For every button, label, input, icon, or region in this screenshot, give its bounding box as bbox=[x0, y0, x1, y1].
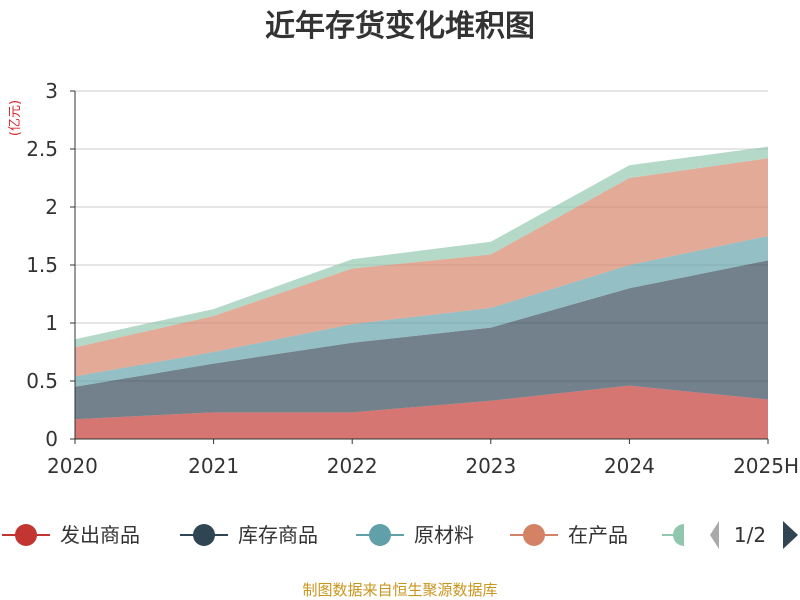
legend-item-3[interactable]: 在产品 bbox=[510, 523, 628, 547]
area-series-2 bbox=[75, 236, 768, 387]
axes bbox=[70, 90, 769, 444]
stacked-areas bbox=[75, 146, 768, 439]
legend-marker-icon bbox=[369, 524, 391, 546]
legend-item-4[interactable] bbox=[662, 524, 684, 546]
prev-page-icon[interactable] bbox=[710, 521, 719, 549]
area-series-0 bbox=[75, 385, 768, 439]
legend-item-1[interactable]: 库存商品 bbox=[180, 523, 318, 547]
legend-label: 发出商品 bbox=[60, 523, 140, 547]
legend-pager: 1/2 bbox=[710, 521, 798, 549]
y-tick-label: 1 bbox=[45, 311, 58, 335]
y-tick-label: 2.5 bbox=[26, 137, 58, 161]
legend-marker-icon bbox=[673, 524, 684, 546]
y-tick-label: 3 bbox=[45, 79, 58, 103]
y-tick-label: 0 bbox=[45, 427, 58, 451]
legend-marker-icon bbox=[15, 524, 37, 546]
x-tick-label: 2022 bbox=[327, 454, 378, 478]
legend-item-2[interactable]: 原材料 bbox=[356, 523, 474, 547]
next-page-icon[interactable] bbox=[783, 521, 798, 549]
legend-page-indicator: 1/2 bbox=[734, 523, 766, 547]
y-tick-labels: 0 0.5 1 1.5 2 2.5 3 bbox=[26, 79, 58, 451]
x-tick-label: 2025H bbox=[733, 454, 799, 478]
y-tick-label: 2 bbox=[45, 195, 58, 219]
legend-item-0[interactable]: 发出商品 bbox=[2, 523, 140, 547]
y-axis-label: (亿元) bbox=[8, 100, 23, 136]
area-series-4 bbox=[75, 146, 768, 348]
y-tick-label: 1.5 bbox=[26, 253, 58, 277]
x-tick-label: 2023 bbox=[465, 454, 516, 478]
legend-label: 在产品 bbox=[568, 523, 628, 547]
legend-marker-icon bbox=[193, 524, 215, 546]
legend: 发出商品 库存商品 原材料 在产品 bbox=[2, 523, 684, 547]
y-tick-label: 0.5 bbox=[26, 369, 58, 393]
x-tick-label: 2020 bbox=[47, 454, 98, 478]
legend-label: 原材料 bbox=[414, 523, 474, 547]
legend-label: 库存商品 bbox=[238, 523, 318, 547]
area-series-3 bbox=[75, 158, 768, 377]
data-source-note: 制图数据来自恒生聚源数据库 bbox=[302, 581, 497, 599]
x-tick-labels: 2020 2021 2022 2023 2024 2025H bbox=[47, 454, 799, 478]
area-series-1 bbox=[75, 260, 768, 420]
chart-title: 近年存货变化堆积图 bbox=[265, 9, 535, 44]
x-tick-label: 2024 bbox=[604, 454, 655, 478]
legend-marker-icon bbox=[523, 524, 545, 546]
x-tick-label: 2021 bbox=[188, 454, 239, 478]
